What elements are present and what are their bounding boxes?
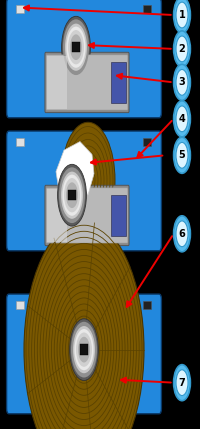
Circle shape xyxy=(63,19,89,75)
Text: 6: 6 xyxy=(179,229,185,239)
FancyBboxPatch shape xyxy=(45,185,129,245)
Circle shape xyxy=(71,322,97,378)
Circle shape xyxy=(176,221,188,247)
Circle shape xyxy=(76,332,92,367)
Bar xyxy=(47,56,67,109)
Circle shape xyxy=(24,221,144,429)
Circle shape xyxy=(176,36,188,62)
Circle shape xyxy=(176,69,188,95)
Circle shape xyxy=(176,142,188,168)
FancyBboxPatch shape xyxy=(7,0,161,118)
Circle shape xyxy=(68,30,84,64)
Bar xyxy=(16,301,24,309)
Text: 2: 2 xyxy=(179,44,185,54)
Bar xyxy=(72,42,80,52)
Bar xyxy=(16,5,24,13)
Circle shape xyxy=(64,178,80,212)
Circle shape xyxy=(70,34,82,60)
Circle shape xyxy=(74,329,94,370)
Circle shape xyxy=(174,137,190,173)
Bar xyxy=(80,344,88,355)
FancyBboxPatch shape xyxy=(46,188,128,243)
Circle shape xyxy=(174,0,190,33)
Text: 7: 7 xyxy=(179,378,185,388)
Text: 1: 1 xyxy=(179,10,185,20)
Circle shape xyxy=(78,337,90,363)
Circle shape xyxy=(174,101,190,137)
Circle shape xyxy=(62,175,82,216)
Text: 5: 5 xyxy=(179,150,185,160)
Circle shape xyxy=(61,122,115,238)
FancyBboxPatch shape xyxy=(45,52,129,112)
Circle shape xyxy=(174,365,190,401)
Text: 3: 3 xyxy=(179,77,185,88)
FancyBboxPatch shape xyxy=(7,131,161,251)
Circle shape xyxy=(176,2,188,28)
Circle shape xyxy=(66,27,86,68)
Circle shape xyxy=(66,182,78,208)
Circle shape xyxy=(58,164,86,226)
Circle shape xyxy=(70,319,98,381)
Circle shape xyxy=(174,31,190,67)
Circle shape xyxy=(176,370,188,396)
Circle shape xyxy=(59,167,85,223)
Circle shape xyxy=(65,24,87,71)
Bar xyxy=(111,195,126,236)
Circle shape xyxy=(174,64,190,100)
Text: 4: 4 xyxy=(179,114,185,124)
FancyBboxPatch shape xyxy=(46,55,128,110)
Bar xyxy=(111,62,126,103)
Circle shape xyxy=(174,216,190,252)
FancyBboxPatch shape xyxy=(7,294,161,414)
Circle shape xyxy=(61,172,83,219)
Polygon shape xyxy=(56,142,94,197)
Bar xyxy=(16,138,24,145)
Bar xyxy=(47,189,67,242)
Bar xyxy=(68,190,76,200)
Bar xyxy=(143,5,151,13)
Circle shape xyxy=(176,106,188,132)
Circle shape xyxy=(73,326,95,373)
Circle shape xyxy=(62,16,90,78)
Bar xyxy=(143,138,151,145)
Bar xyxy=(143,301,151,309)
